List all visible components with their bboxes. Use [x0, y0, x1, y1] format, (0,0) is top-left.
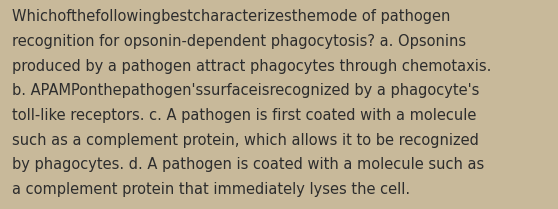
Text: a complement protein that immediately lyses the cell.: a complement protein that immediately ly…: [12, 182, 410, 197]
Text: by phagocytes. d. A pathogen is coated with a molecule such as: by phagocytes. d. A pathogen is coated w…: [12, 157, 484, 172]
Text: produced by a pathogen attract phagocytes through chemotaxis.: produced by a pathogen attract phagocyte…: [12, 59, 492, 74]
Text: recognition for opsonin-dependent phagocytosis? a. Opsonins: recognition for opsonin-dependent phagoc…: [12, 34, 466, 49]
Text: toll-like receptors. c. A pathogen is first coated with a molecule: toll-like receptors. c. A pathogen is fi…: [12, 108, 477, 123]
Text: Whichofthefollowingbestcharacterizesthemode of pathogen: Whichofthefollowingbestcharacterizesthem…: [12, 9, 451, 24]
Text: such as a complement protein, which allows it to be recognized: such as a complement protein, which allo…: [12, 133, 479, 148]
Text: b. APAMPonthepathogen'ssurfaceisrecognized by a phagocyte's: b. APAMPonthepathogen'ssurfaceisrecogniz…: [12, 83, 480, 98]
